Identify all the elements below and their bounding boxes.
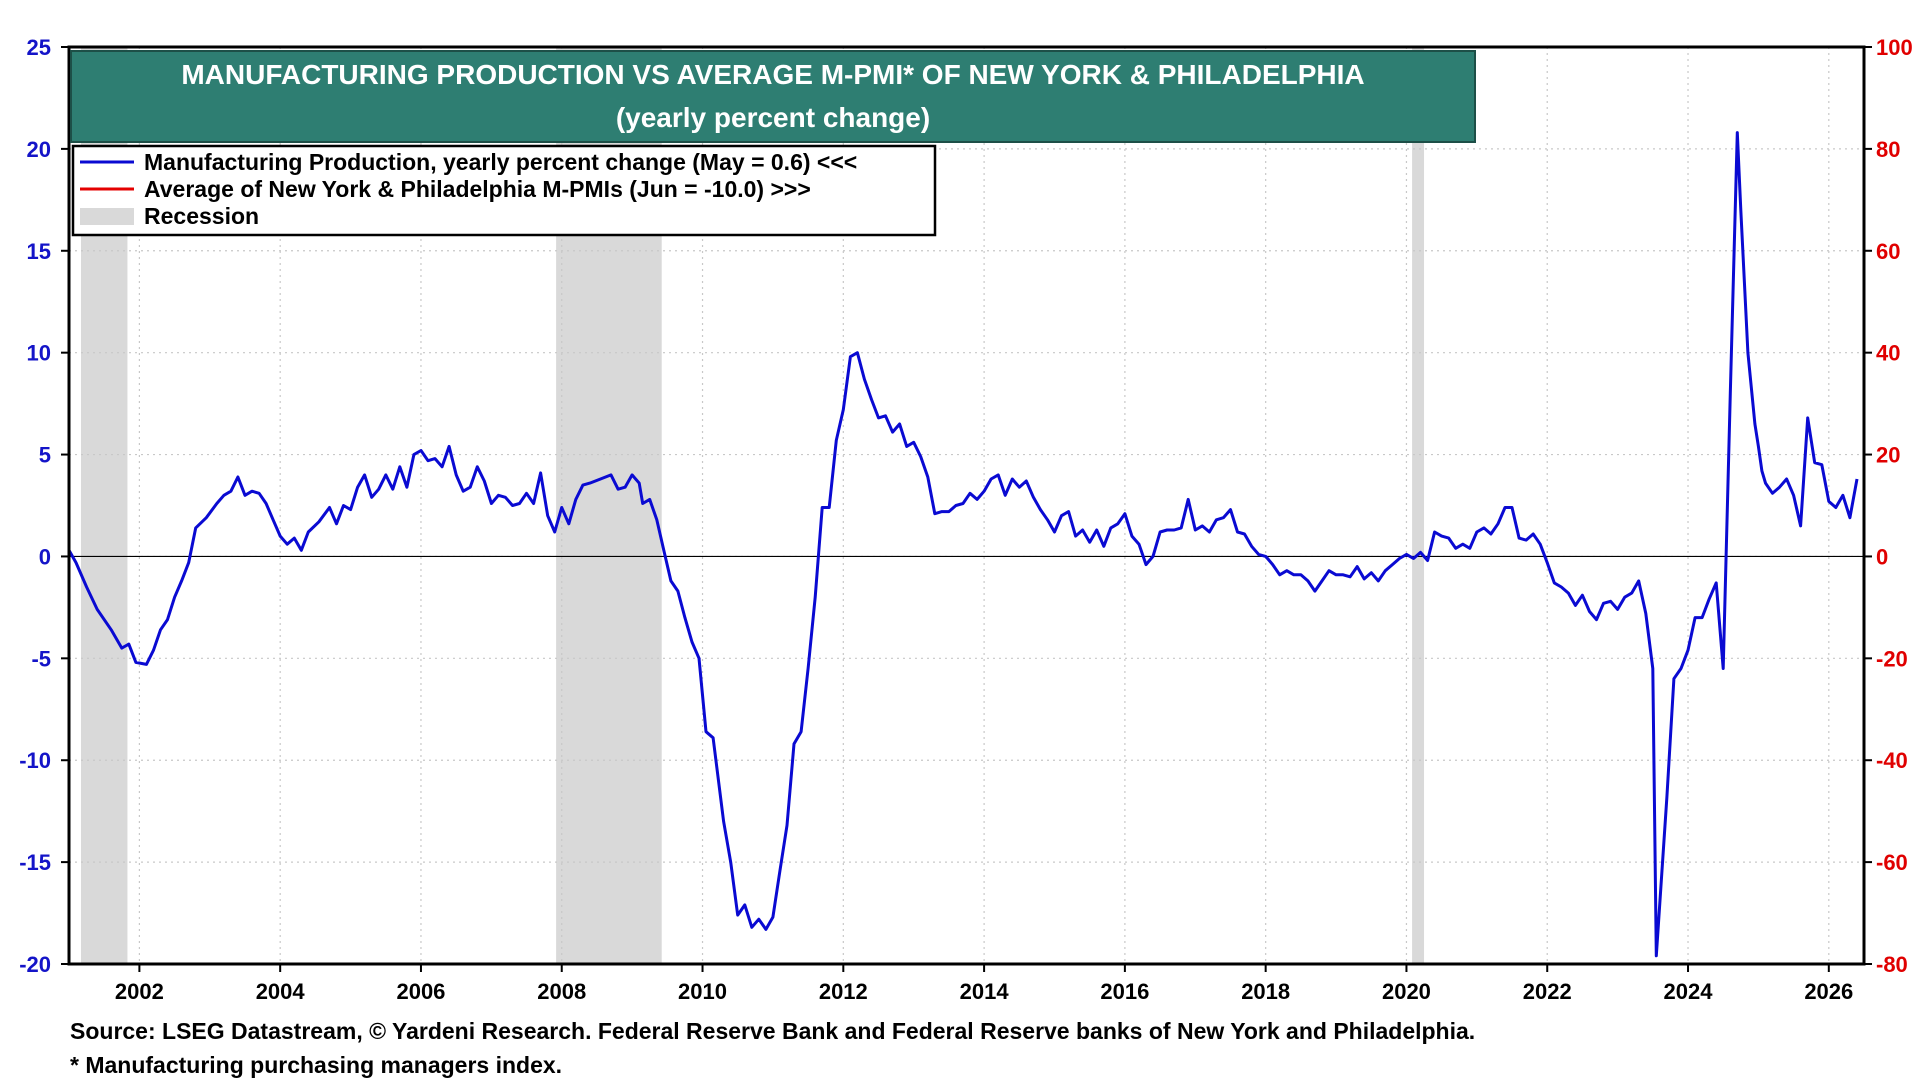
footer-source: Source: LSEG Datastream, © Yardeni Resea…	[70, 1018, 1476, 1044]
series-lines	[67, 131, 1859, 958]
chart-title: MANUFACTURING PRODUCTION VS AVERAGE M-PM…	[181, 59, 1364, 90]
left-tick-label-2: 15	[27, 239, 51, 264]
right-tick-label-3: 40	[1876, 341, 1900, 366]
recession-band-2	[1412, 47, 1425, 964]
left-tick-label-4: 5	[39, 443, 51, 468]
legend-item-recession: Recession	[144, 203, 259, 229]
x-tick-label-9: 2020	[1382, 979, 1431, 1004]
x-tick-label-7: 2016	[1100, 979, 1149, 1004]
chart-subtitle: (yearly percent change)	[616, 102, 930, 133]
right-tick-label-0: 100	[1876, 35, 1913, 60]
left-tick-label-3: 10	[27, 341, 51, 366]
right-tick-label-9: -80	[1876, 952, 1908, 977]
legend-item-pmi: Average of New York & Philadelphia M-PMI…	[144, 176, 811, 202]
legend: Manufacturing Production, yearly percent…	[71, 144, 937, 237]
left-tick-label-6: -5	[31, 646, 51, 671]
left-tick-label-7: -10	[19, 748, 51, 773]
right-tick-label-4: 20	[1876, 443, 1900, 468]
x-tick-label-5: 2012	[819, 979, 868, 1004]
x-tick-label-4: 2010	[678, 979, 727, 1004]
x-tick-label-8: 2018	[1241, 979, 1290, 1004]
left-tick-label-9: -20	[19, 952, 51, 977]
legend-item-production: Manufacturing Production, yearly percent…	[144, 149, 857, 175]
x-tick-label-0: 2002	[115, 979, 164, 1004]
right-tick-label-5: 0	[1876, 544, 1888, 569]
tick-labels: 25 20 15 10 5 0 -5 -10 -15 -20 100 80 60 40 20 0 -20 -40 -…	[19, 35, 1913, 1004]
right-tick-label-7: -40	[1876, 748, 1908, 773]
right-tick-label-1: 80	[1876, 137, 1900, 162]
production-series-line	[67, 131, 1859, 958]
left-tick-label-1: 20	[27, 137, 51, 162]
x-tick-label-1: 2004	[256, 979, 306, 1004]
x-tick-label-10: 2022	[1523, 979, 1572, 1004]
right-tick-label-8: -60	[1876, 850, 1908, 875]
footer-note: * Manufacturing purchasing managers inde…	[70, 1052, 563, 1078]
left-tick-label-5: 0	[39, 544, 51, 569]
x-tick-label-2: 2006	[396, 979, 445, 1004]
x-tick-label-6: 2014	[960, 979, 1010, 1004]
left-tick-label-0: 25	[27, 35, 51, 60]
x-tick-label-11: 2024	[1664, 979, 1714, 1004]
legend-swatch-recession	[80, 208, 134, 225]
plot-frame	[67, 45, 1866, 966]
x-tick-label-3: 2008	[537, 979, 586, 1004]
title-box: MANUFACTURING PRODUCTION VS AVERAGE M-PM…	[70, 50, 1476, 143]
left-tick-label-8: -15	[19, 850, 51, 875]
right-tick-label-6: -20	[1876, 646, 1908, 671]
x-tick-label-12: 2026	[1804, 979, 1853, 1004]
right-tick-label-2: 60	[1876, 239, 1900, 264]
